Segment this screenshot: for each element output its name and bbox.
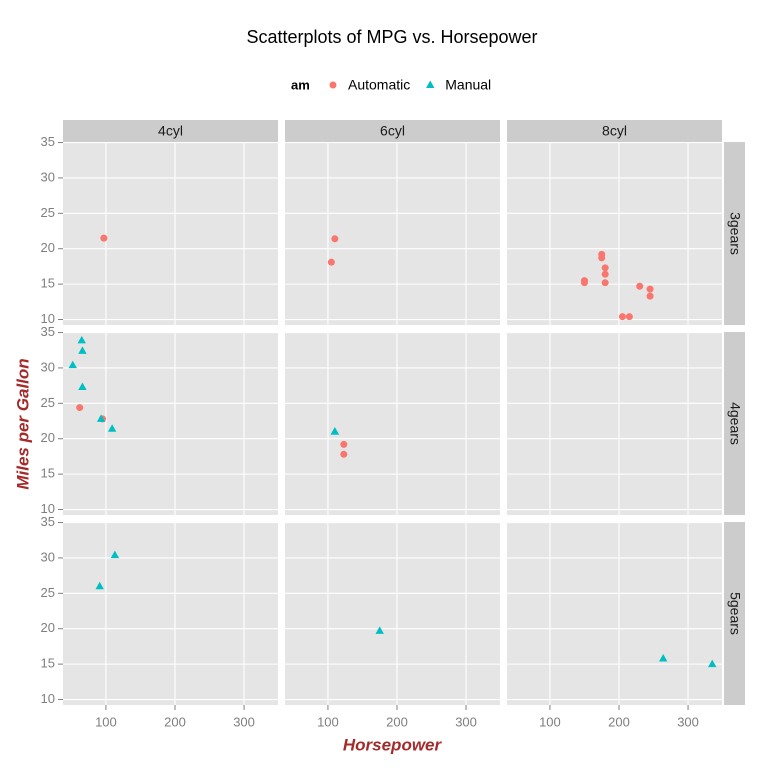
data-point <box>580 279 588 287</box>
y-tick-label: 20 <box>41 430 55 445</box>
panel <box>507 332 722 515</box>
x-tick-label: 100 <box>539 714 561 729</box>
legend-title: am <box>291 77 310 92</box>
y-tick-label: 35 <box>41 324 55 339</box>
x-tick-label: 200 <box>386 714 408 729</box>
x-axis-title: Horsepower <box>343 735 443 754</box>
strip <box>507 120 722 142</box>
data-point <box>100 234 108 242</box>
x-tick-label: 300 <box>455 714 477 729</box>
data-point <box>618 313 626 321</box>
x-tick-label: 200 <box>608 714 630 729</box>
panel <box>507 142 722 325</box>
data-point <box>375 626 384 634</box>
panel <box>63 522 278 705</box>
strip <box>724 142 745 325</box>
strip-label: 8cyl <box>602 123 627 139</box>
data-point <box>625 313 633 321</box>
y-tick-label: 15 <box>41 656 55 671</box>
x-tick-label: 100 <box>317 714 339 729</box>
panel <box>507 522 722 705</box>
y-tick-label: 35 <box>41 134 55 149</box>
x-tick-label: 300 <box>233 714 255 729</box>
strip <box>724 332 745 515</box>
y-tick-label: 25 <box>41 585 55 600</box>
panel <box>63 332 278 515</box>
data-point <box>78 346 87 354</box>
strip <box>724 522 745 705</box>
y-tick-label: 20 <box>41 620 55 635</box>
data-point <box>646 285 654 293</box>
legend-label: Manual <box>445 77 491 93</box>
data-point <box>77 335 86 344</box>
legend-marker <box>329 81 337 89</box>
y-axis-title: Miles per Gallon <box>13 358 32 489</box>
legend-marker <box>426 80 435 88</box>
y-tick-label: 30 <box>41 549 55 564</box>
data-point <box>76 404 84 412</box>
data-point <box>646 292 654 300</box>
data-point <box>601 270 609 278</box>
strip-label: 3gears <box>727 212 743 255</box>
strip-label: 5gears <box>727 592 743 635</box>
y-tick-label: 10 <box>41 501 55 516</box>
panel <box>285 142 500 325</box>
data-point <box>96 414 106 422</box>
x-tick-label: 100 <box>95 714 117 729</box>
y-tick-label: 10 <box>41 311 55 326</box>
x-tick-label: 200 <box>164 714 186 729</box>
y-tick-label: 10 <box>41 691 55 706</box>
data-point <box>658 653 668 662</box>
y-tick-label: 35 <box>41 514 55 529</box>
data-point <box>107 424 117 432</box>
y-tick-label: 30 <box>41 359 55 374</box>
data-point <box>68 360 77 369</box>
data-point <box>110 550 120 559</box>
data-point <box>601 264 609 272</box>
x-tick-label: 300 <box>677 714 699 729</box>
panel <box>285 332 500 515</box>
data-point <box>327 258 335 266</box>
y-tick-label: 20 <box>41 240 55 255</box>
strip-label: 6cyl <box>380 123 405 139</box>
strip <box>285 120 500 142</box>
strip <box>63 120 278 142</box>
data-point <box>601 279 609 287</box>
chart-title: Scatterplots of MPG vs. Horsepower <box>246 27 537 47</box>
legend-label: Automatic <box>348 77 410 93</box>
data-point <box>95 581 104 590</box>
data-point <box>340 450 348 458</box>
panel <box>285 522 500 705</box>
y-tick-label: 25 <box>41 395 55 410</box>
y-tick-label: 25 <box>41 205 55 220</box>
data-point <box>78 382 87 391</box>
data-point <box>708 659 717 668</box>
data-point <box>330 427 340 435</box>
strip-label: 4gears <box>727 402 743 445</box>
data-point <box>331 235 339 243</box>
data-point <box>636 282 644 290</box>
panel <box>63 142 278 325</box>
y-tick-label: 15 <box>41 466 55 481</box>
data-point <box>340 440 348 448</box>
data-point <box>598 250 606 258</box>
y-tick-label: 15 <box>41 276 55 291</box>
y-tick-label: 30 <box>41 169 55 184</box>
strip-label: 4cyl <box>158 123 183 139</box>
